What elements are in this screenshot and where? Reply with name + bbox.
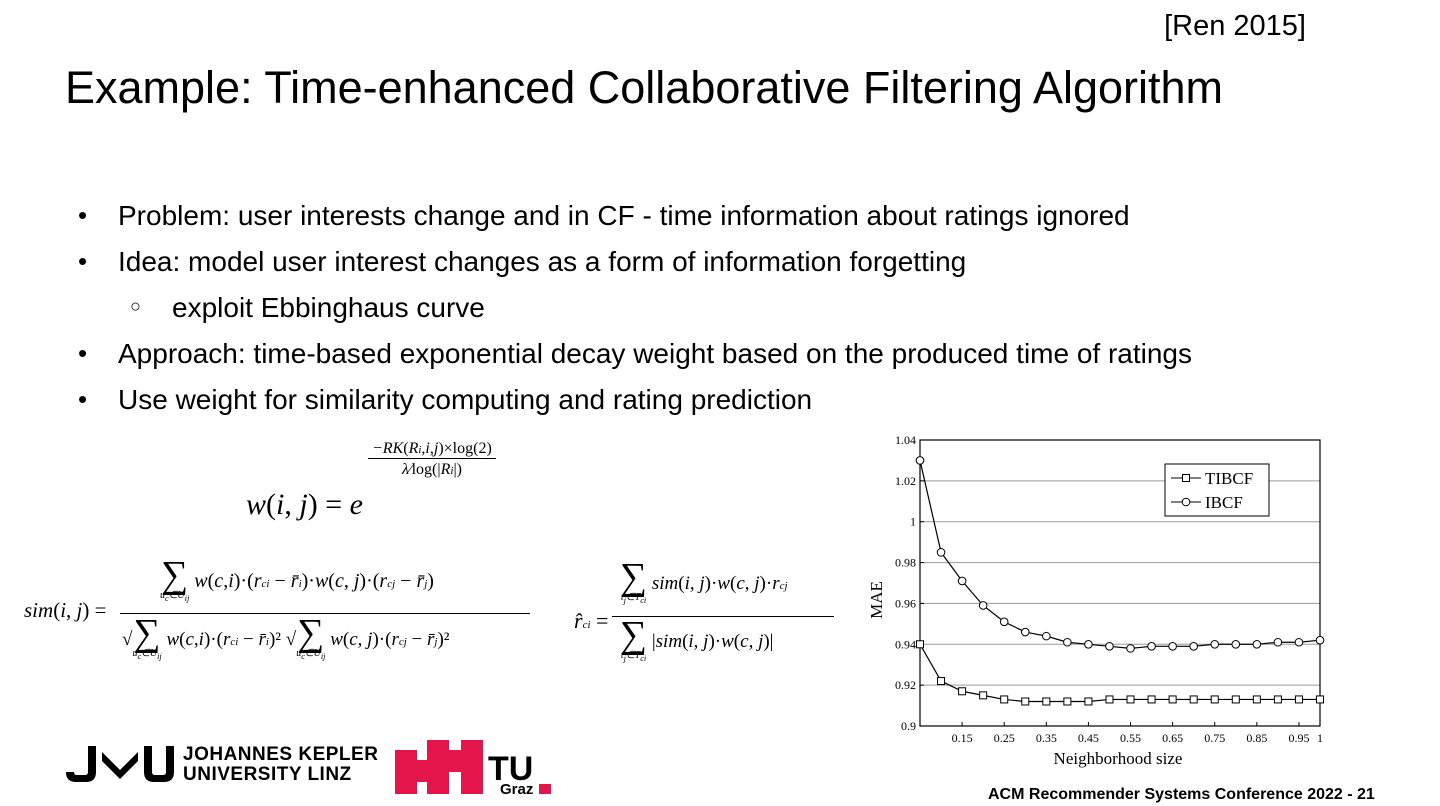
data-point-tibcf — [1126, 695, 1135, 704]
data-point-tibcf — [1316, 695, 1324, 704]
x-tick-label: 0.65 — [1162, 731, 1183, 745]
data-point-tibcf — [1252, 695, 1261, 704]
data-point-tibcf — [1294, 695, 1303, 704]
data-point-ibcf — [999, 617, 1009, 627]
data-point-tibcf — [1147, 695, 1156, 704]
data-point-ibcf — [1126, 644, 1135, 653]
x-tick-label: 0.25 — [994, 731, 1015, 745]
bullet-item: Idea: model user interest changes as a f… — [118, 246, 967, 277]
tu-graz-logo: TU Graz — [395, 740, 551, 796]
bullet-item: Problem: user interests change and in CF… — [118, 200, 1130, 231]
data-point-tibcf — [979, 691, 988, 700]
data-point-tibcf — [1273, 695, 1282, 704]
bullet-item: Approach: time-based exponential decay w… — [118, 338, 1193, 369]
citation: [Ren 2015] — [1164, 10, 1306, 42]
data-point-tibcf — [1000, 695, 1009, 704]
legend-marker — [1181, 497, 1191, 507]
legend-label: IBCF — [1205, 493, 1243, 512]
data-point-ibcf — [1294, 637, 1304, 647]
data-point-ibcf — [957, 576, 967, 586]
data-point-ibcf — [1210, 639, 1220, 649]
data-point-ibcf — [1063, 637, 1072, 647]
data-point-tibcf — [958, 687, 967, 696]
data-point-tibcf — [1084, 697, 1093, 706]
y-axis-label: MAE — [867, 581, 886, 619]
x-tick-label: 0.85 — [1246, 731, 1267, 745]
slide-title: Example: Time-enhanced Collaborative Fil… — [65, 62, 1224, 113]
mae-line-chart: 0.9 0.92 0.94 0.96 0.98 1 1.02 1.04 0.15 0.25 0.35… — [867, 433, 1325, 768]
y-tick-label: 0.9 — [901, 719, 916, 733]
data-point-tibcf — [1210, 695, 1219, 704]
y-tick-label: 1 — [910, 515, 916, 529]
data-point-ibcf — [1168, 642, 1177, 651]
data-point-tibcf — [916, 640, 924, 649]
x-axis-label: Neighborhood size — [1054, 749, 1183, 768]
data-point-ibcf — [1020, 627, 1030, 637]
data-point-tibcf — [937, 677, 946, 686]
data-point-tibcf — [1189, 695, 1198, 704]
sub-bullet-item: exploit Ebbinghaus curve — [172, 292, 485, 323]
data-point-ibcf — [936, 548, 946, 557]
data-point-tibcf — [1021, 697, 1030, 706]
x-tick-label: 0.35 — [1036, 731, 1057, 745]
footer-conference: ACM Recommender Systems Conference 2022 … — [988, 786, 1375, 803]
jku-logo-text: JOHANNES KEPLER UNIVERSITY LINZ — [183, 745, 378, 785]
bullet-item: Use weight for similarity computing and … — [118, 384, 813, 415]
data-point-tibcf — [1231, 695, 1240, 704]
data-point-ibcf — [1315, 635, 1325, 645]
x-tick-label: 1 — [1317, 731, 1323, 745]
x-tick-label: 0.15 — [952, 731, 973, 745]
data-point-ibcf — [915, 456, 925, 465]
data-point-ibcf — [1084, 639, 1093, 649]
data-point-ibcf — [1252, 639, 1262, 649]
graz-text: Graz — [500, 781, 533, 796]
legend-marker — [1182, 474, 1190, 482]
data-point-ibcf — [1231, 639, 1241, 649]
data-point-ibcf — [1105, 642, 1114, 651]
data-point-tibcf — [1168, 695, 1177, 704]
bullet-dot: • — [78, 384, 88, 414]
data-point-ibcf — [1042, 631, 1051, 641]
jku-logo-mark — [66, 746, 174, 782]
plot-frame — [919, 439, 1321, 727]
x-tick-label: 0.55 — [1120, 731, 1141, 745]
data-point-ibcf — [978, 601, 988, 610]
y-tick-label: 0.96 — [895, 596, 916, 610]
data-point-tibcf — [1063, 697, 1072, 706]
jku-line2: UNIVERSITY LINZ — [183, 764, 352, 785]
x-tick-label: 0.95 — [1288, 731, 1309, 745]
tu-text: TU — [488, 750, 533, 788]
y-tick-label: 1.02 — [895, 474, 916, 488]
bullet-dot: • — [78, 246, 88, 276]
jku-line1: JOHANNES KEPLER — [183, 744, 379, 765]
bullet-dot: • — [78, 200, 88, 230]
legend-box — [1164, 463, 1270, 517]
data-point-ibcf — [1147, 642, 1156, 651]
legend-label: TIBCF — [1205, 469, 1253, 488]
bullet-dot: • — [78, 338, 88, 368]
x-tick-label: 0.45 — [1078, 731, 1099, 745]
y-tick-label: 0.92 — [895, 678, 916, 692]
sub-bullet-circle: ○ — [130, 296, 141, 316]
data-point-ibcf — [1273, 637, 1283, 647]
x-tick-label: 0.75 — [1204, 731, 1225, 745]
y-tick-label: 0.98 — [895, 556, 916, 570]
y-tick-label: 1.04 — [895, 433, 916, 447]
data-point-ibcf — [1189, 642, 1198, 651]
data-point-tibcf — [1042, 697, 1051, 706]
y-tick-label: 0.94 — [895, 637, 916, 651]
data-point-tibcf — [1105, 695, 1114, 704]
